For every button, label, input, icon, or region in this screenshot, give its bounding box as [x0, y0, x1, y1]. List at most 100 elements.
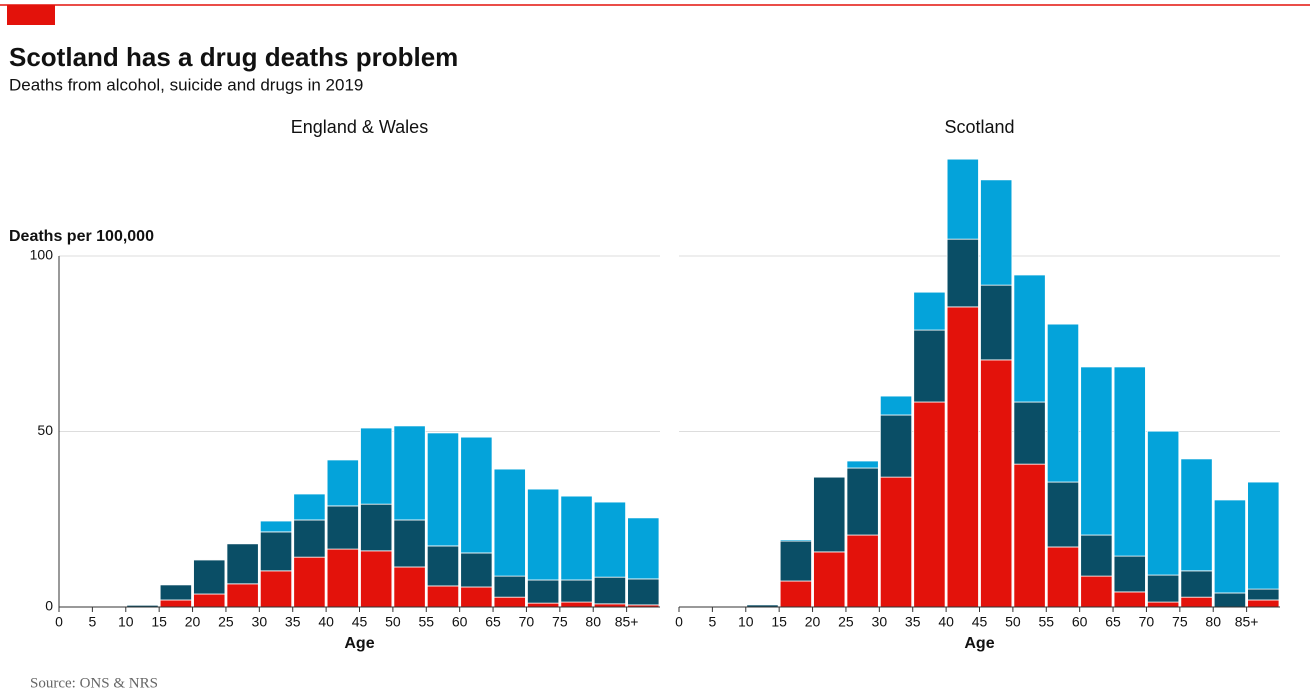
bar-segment — [1113, 555, 1146, 593]
bar-segment — [293, 493, 326, 521]
brand-tag — [7, 5, 55, 25]
bar-segment — [946, 238, 979, 308]
bar-segment — [1113, 366, 1146, 557]
x-tick-label: 70 — [1139, 614, 1155, 630]
bar-segment — [879, 395, 913, 416]
bar-segment — [426, 545, 460, 587]
bar-segment — [460, 436, 493, 554]
bar-segment — [426, 585, 460, 608]
x-tick-label: 85+ — [615, 614, 639, 630]
bar-segment — [980, 359, 1013, 608]
x-tick-label: 80 — [1205, 614, 1221, 630]
bar-segment — [1046, 481, 1080, 548]
x-tick-label: 45 — [352, 614, 368, 630]
x-axis-label: Age — [964, 635, 994, 652]
x-tick-label: 30 — [872, 614, 888, 630]
bar-segment — [560, 495, 593, 581]
bar-segment — [1180, 596, 1213, 608]
bar-segment — [393, 566, 426, 608]
source: Source: ONS & NRS — [30, 675, 158, 691]
bar-segment — [1080, 534, 1113, 577]
bar-segment — [460, 552, 493, 588]
bar-segment — [879, 476, 913, 608]
bar-segment — [360, 550, 393, 608]
bar-segment — [627, 517, 660, 580]
x-tick-label: 60 — [1072, 614, 1088, 630]
bar-segment — [360, 427, 393, 505]
bar-segment — [193, 593, 226, 608]
bar-segment — [980, 284, 1013, 361]
bar-segment — [326, 505, 359, 550]
x-tick-label: 45 — [972, 614, 988, 630]
bar-segment — [259, 531, 293, 572]
bar-segment — [1013, 274, 1046, 403]
bar-segment — [1247, 599, 1280, 608]
bar-segment — [159, 584, 192, 601]
bar-segment — [779, 540, 812, 582]
x-tick-label: 25 — [838, 614, 854, 630]
bar-segment — [1113, 591, 1146, 608]
bar-segment — [1147, 430, 1180, 576]
bar-segment — [493, 468, 526, 577]
x-tick-label: 25 — [218, 614, 234, 630]
x-tick-label: 85+ — [1235, 614, 1259, 630]
bar-segment — [813, 476, 846, 553]
x-tick-label: 5 — [708, 614, 716, 630]
x-tick-label: 10 — [118, 614, 134, 630]
bar-segment — [980, 179, 1013, 286]
bar-segment — [1013, 463, 1046, 608]
bar-segment — [1046, 323, 1080, 483]
bar-segment — [846, 467, 879, 536]
x-tick-label: 35 — [905, 614, 921, 630]
x-tick-label: 15 — [771, 614, 787, 630]
bar-segment — [946, 158, 979, 240]
x-tick-label: 30 — [252, 614, 268, 630]
x-tick-label: 70 — [519, 614, 535, 630]
x-tick-label: 50 — [1005, 614, 1021, 630]
bar-segment — [1180, 458, 1213, 572]
x-tick-label: 15 — [151, 614, 167, 630]
bar-segment — [913, 291, 946, 331]
y-axis-label: Deaths per 100,000 — [9, 228, 154, 245]
bar-segment — [326, 548, 359, 608]
x-tick-label: 65 — [485, 614, 501, 630]
y-tick-label: 0 — [45, 598, 53, 614]
x-tick-label: 0 — [675, 614, 683, 630]
x-tick-label: 5 — [88, 614, 96, 630]
panel-title: England & Wales — [291, 117, 428, 137]
bar-segment — [259, 520, 293, 533]
x-axis-label: Age — [344, 635, 374, 652]
x-tick-label: 75 — [552, 614, 568, 630]
bar-segment — [293, 556, 326, 608]
bar-segment — [560, 601, 593, 608]
x-tick-label: 35 — [285, 614, 301, 630]
bar-segment — [493, 596, 526, 608]
bar-segment — [1247, 481, 1280, 590]
x-tick-label: 55 — [1038, 614, 1054, 630]
bar-segment — [593, 501, 627, 578]
bar-segment — [813, 551, 846, 608]
bar-segment — [1213, 499, 1247, 594]
bar-segment — [193, 559, 226, 595]
bar-segment — [393, 519, 426, 568]
bar-segment — [326, 459, 359, 507]
bar-segment — [913, 329, 946, 403]
bar-segment — [1213, 592, 1247, 608]
bar-segment — [493, 575, 526, 598]
bar-segment — [627, 578, 660, 606]
bar-segment — [879, 414, 913, 478]
bar-segment — [1180, 570, 1213, 598]
bar-segment — [1147, 574, 1180, 603]
bar-segment — [360, 503, 393, 552]
x-tick-label: 40 — [938, 614, 954, 630]
bar-segment — [593, 576, 627, 605]
x-tick-label: 55 — [418, 614, 434, 630]
bar-segment — [393, 425, 426, 521]
bar-segment — [846, 460, 879, 469]
bar-segment — [1046, 546, 1080, 608]
bar-segment — [293, 519, 326, 558]
bar-segment — [259, 570, 293, 608]
bar-segment — [426, 432, 460, 547]
panel-title: Scotland — [944, 117, 1014, 137]
